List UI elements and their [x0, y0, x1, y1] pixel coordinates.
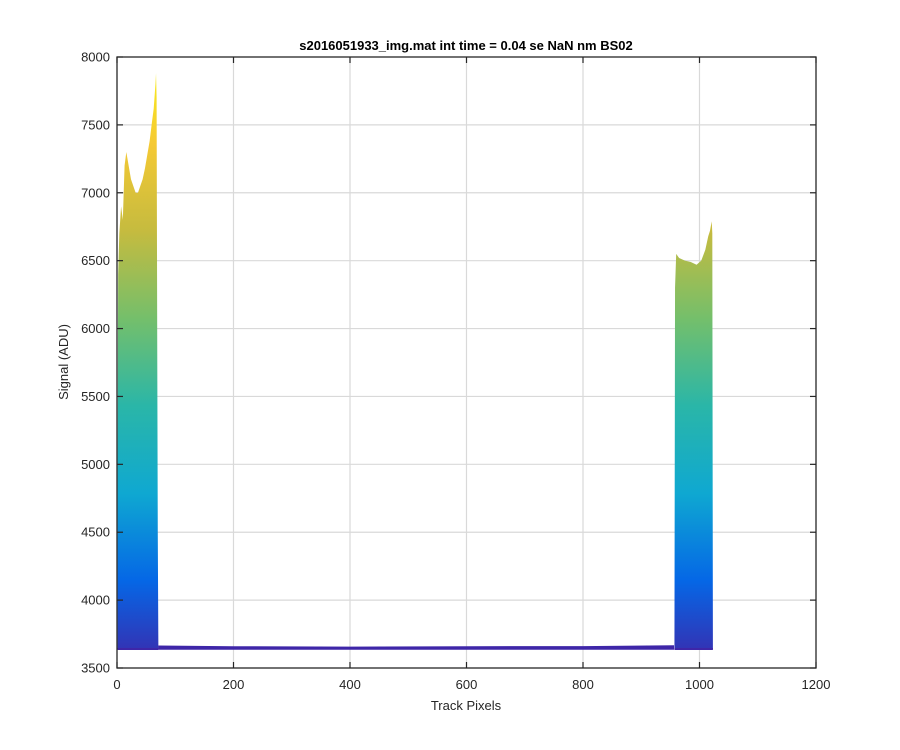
x-tick-label: 1200: [802, 677, 831, 692]
x-tick-label: 600: [456, 677, 478, 692]
y-tick-label: 4000: [81, 593, 110, 608]
y-tick-label: 5000: [81, 457, 110, 472]
y-tick-label: 7500: [81, 117, 110, 132]
floor-signal-band: [158, 645, 675, 650]
y-tick-label: 5500: [81, 389, 110, 404]
y-tick-label: 8000: [81, 50, 110, 65]
x-tick-label: 1000: [685, 677, 714, 692]
right-signal-block: [674, 221, 713, 649]
x-tick-label: 200: [223, 677, 245, 692]
y-ticks: 3500 4000 4500 5000 5500 6000 6500 7000 7500 8000: [81, 50, 816, 676]
x-tick-label: 800: [572, 677, 594, 692]
left-signal-block: [117, 73, 159, 649]
chart-title: s2016051933_img.mat int time = 0.04 se N…: [299, 38, 633, 53]
data-layer: [117, 73, 713, 650]
y-tick-label: 6000: [81, 321, 110, 336]
y-axis-label: Signal (ADU): [56, 324, 71, 400]
y-tick-label: 7000: [81, 185, 110, 200]
y-tick-label: 3500: [81, 661, 110, 676]
x-tick-label: 0: [113, 677, 120, 692]
x-axis-label: Track Pixels: [431, 698, 502, 713]
x-ticks: 0 200 400 600 800 1000 1200: [113, 57, 830, 692]
y-tick-label: 6500: [81, 253, 110, 268]
x-tick-label: 400: [339, 677, 361, 692]
y-tick-label: 4500: [81, 525, 110, 540]
